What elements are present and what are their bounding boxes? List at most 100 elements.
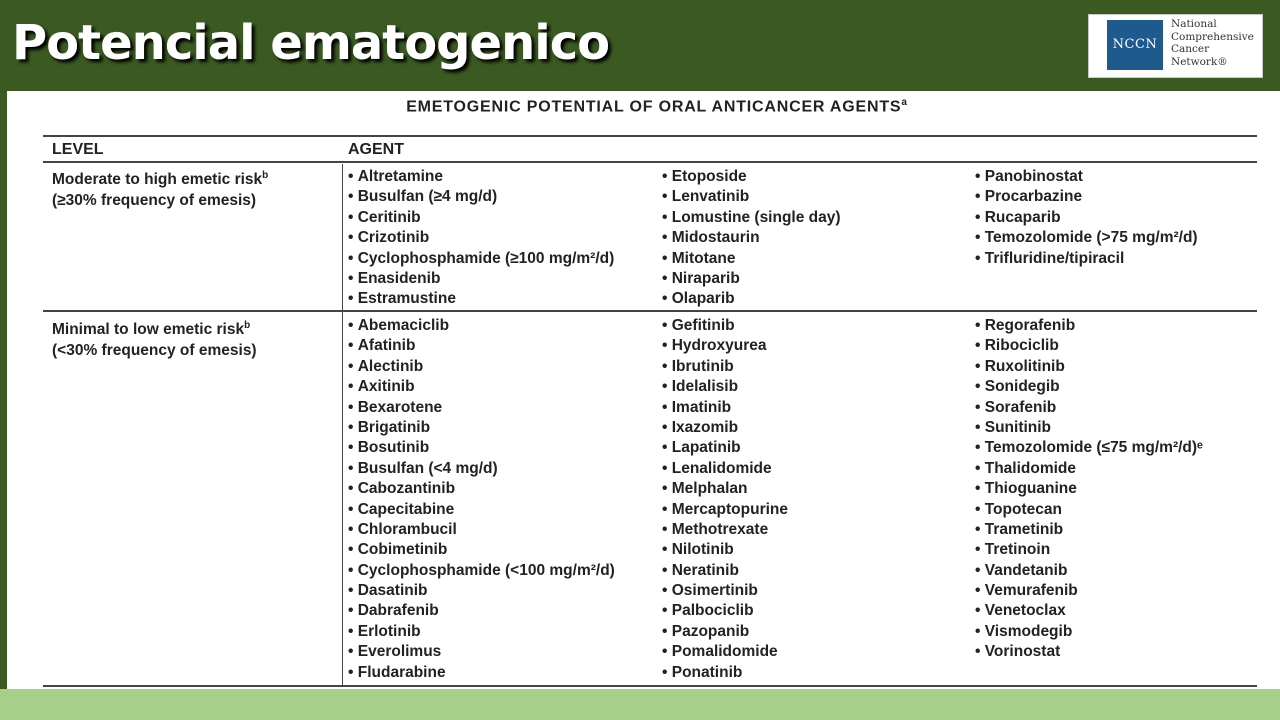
agent-item: Trametinib — [975, 520, 1203, 540]
agent-item: Nilotinib — [662, 540, 788, 560]
agent-item: Mitotane — [662, 249, 841, 269]
logo-line: Cancer — [1171, 43, 1210, 55]
level-text: Moderate to high emetic risk — [52, 171, 263, 189]
slide-header-bar — [0, 0, 1280, 91]
row-level-moderate-high: Moderate to high emetic riskb (≥30% freq… — [52, 165, 268, 211]
agent-item: Venetoclax — [975, 601, 1203, 621]
agent-item: Olaparib — [662, 289, 841, 309]
agent-item: Everolimus — [348, 642, 615, 662]
agent-item: Methotrexate — [662, 520, 788, 540]
agent-item: Procarbazine — [975, 187, 1198, 207]
agent-item: Cyclophosphamide (<100 mg/m²/d) — [348, 561, 615, 581]
agent-item: Abemaciclib — [348, 316, 615, 336]
nccn-logo: NCCN National Comprehensive Cancer Netwo… — [1088, 14, 1263, 78]
row-divider-rule — [43, 310, 1257, 312]
agent-item: Capecitabine — [348, 500, 615, 520]
slide-title: Potencial ematogenico — [12, 15, 610, 71]
agent-item: Lenvatinib — [662, 187, 841, 207]
agent-column: AltretamineBusulfan (≥4 mg/d)CeritinibCr… — [348, 167, 615, 310]
agent-item: Vismodegib — [975, 622, 1203, 642]
agent-item: Sunitinib — [975, 418, 1203, 438]
agent-item: Vandetanib — [975, 561, 1203, 581]
agent-item: Niraparib — [662, 269, 841, 289]
logo-line: Network® — [1171, 55, 1228, 68]
agent-column: GefitinibHydroxyureaIbrutinibIdelalisibI… — [662, 316, 788, 683]
column-divider — [342, 164, 343, 686]
logo-text: National Comprehensive Cancer Network® — [1171, 18, 1254, 68]
table-title-footnote: a — [901, 97, 908, 108]
agent-item: Enasidenib — [348, 269, 614, 289]
agent-item: Altretamine — [348, 167, 614, 187]
agent-item: Mercaptopurine — [662, 500, 788, 520]
agent-item: Erlotinib — [348, 622, 615, 642]
agent-item: Regorafenib — [975, 316, 1203, 336]
agent-item: Lapatinib — [662, 438, 788, 458]
agent-item: Temozolomide (≤75 mg/m²/d)ᵉ — [975, 438, 1203, 458]
agent-item: Alectinib — [348, 357, 615, 377]
agent-item: Rucaparib — [975, 208, 1198, 228]
agent-item: Temozolomide (>75 mg/m²/d) — [975, 228, 1198, 248]
table-title-text: EMETOGENIC POTENTIAL OF ORAL ANTICANCER … — [406, 98, 902, 116]
header-bottom-rule — [43, 161, 1257, 163]
agent-item: Sorafenib — [975, 398, 1203, 418]
agent-column: RegorafenibRibociclibRuxolitinibSonidegi… — [975, 316, 1203, 663]
logo-line: National — [1171, 18, 1217, 30]
agent-item: Cabozantinib — [348, 479, 615, 499]
right-margin — [1264, 91, 1280, 689]
agent-column: AbemaciclibAfatinibAlectinibAxitinibBexa… — [348, 316, 615, 683]
agent-item: Palbociclib — [662, 601, 788, 621]
agent-item: Estramustine — [348, 289, 614, 309]
agent-item: Melphalan — [662, 479, 788, 499]
agent-item: Sonidegib — [975, 377, 1203, 397]
agent-item: Ponatinib — [662, 663, 788, 683]
agent-item: Trifluridine/tipiracil — [975, 249, 1198, 269]
table-title: EMETOGENIC POTENTIAL OF ORAL ANTICANCER … — [7, 97, 1280, 116]
agent-item: Ruxolitinib — [975, 357, 1203, 377]
agent-item: Ribociclib — [975, 336, 1203, 356]
agent-item: Afatinib — [348, 336, 615, 356]
agent-item: Vorinostat — [975, 642, 1203, 662]
agent-item: Hydroxyurea — [662, 336, 788, 356]
agent-item: Topotecan — [975, 500, 1203, 520]
agent-item: Busulfan (≥4 mg/d) — [348, 187, 614, 207]
agent-item: Lenalidomide — [662, 459, 788, 479]
agent-item: Fludarabine — [348, 663, 615, 683]
agent-item: Dasatinib — [348, 581, 615, 601]
level-text: Minimal to low emetic risk — [52, 321, 245, 339]
table-content-area: EMETOGENIC POTENTIAL OF ORAL ANTICANCER … — [7, 91, 1264, 689]
agent-item: Pazopanib — [662, 622, 788, 642]
level-footnote: b — [262, 170, 269, 181]
logo-line: Comprehensive — [1171, 30, 1254, 43]
agent-item: Thioguanine — [975, 479, 1203, 499]
table-top-rule — [43, 135, 1257, 137]
level-frequency: (<30% frequency of emesis) — [52, 342, 257, 360]
agent-item: Chlorambucil — [348, 520, 615, 540]
column-header-level: LEVEL — [52, 141, 104, 158]
agent-item: Tretinoin — [975, 540, 1203, 560]
agent-item: Etoposide — [662, 167, 841, 187]
agent-item: Cyclophosphamide (≥100 mg/m²/d) — [348, 249, 615, 269]
agent-item: Idelalisib — [662, 377, 788, 397]
agent-column: PanobinostatProcarbazineRucaparibTemozol… — [975, 167, 1198, 269]
agent-item: Bexarotene — [348, 398, 615, 418]
row-level-minimal-low: Minimal to low emetic riskb (<30% freque… — [52, 315, 257, 361]
agent-item: Vemurafenib — [975, 581, 1203, 601]
left-accent-strip — [0, 91, 7, 689]
column-header-agent: AGENT — [348, 141, 404, 158]
level-footnote: b — [244, 320, 251, 331]
agent-item: Imatinib — [662, 398, 788, 418]
agent-item: Lomustine (single day) — [662, 208, 841, 228]
agent-item: Ceritinib — [348, 208, 614, 228]
agent-item: Axitinib — [348, 377, 615, 397]
agent-item: Cobimetinib — [348, 540, 615, 560]
agent-item: Busulfan (<4 mg/d) — [348, 459, 615, 479]
agent-item: Gefitinib — [662, 316, 788, 336]
agent-item: Midostaurin — [662, 228, 841, 248]
agent-item: Panobinostat — [975, 167, 1198, 187]
agent-item: Thalidomide — [975, 459, 1203, 479]
agent-item: Osimertinib — [662, 581, 788, 601]
agent-item: Crizotinib — [348, 228, 614, 248]
agent-item: Pomalidomide — [662, 642, 788, 662]
slide-footer-bar — [0, 689, 1280, 720]
level-label: Moderate to high emetic riskb — [52, 165, 268, 190]
